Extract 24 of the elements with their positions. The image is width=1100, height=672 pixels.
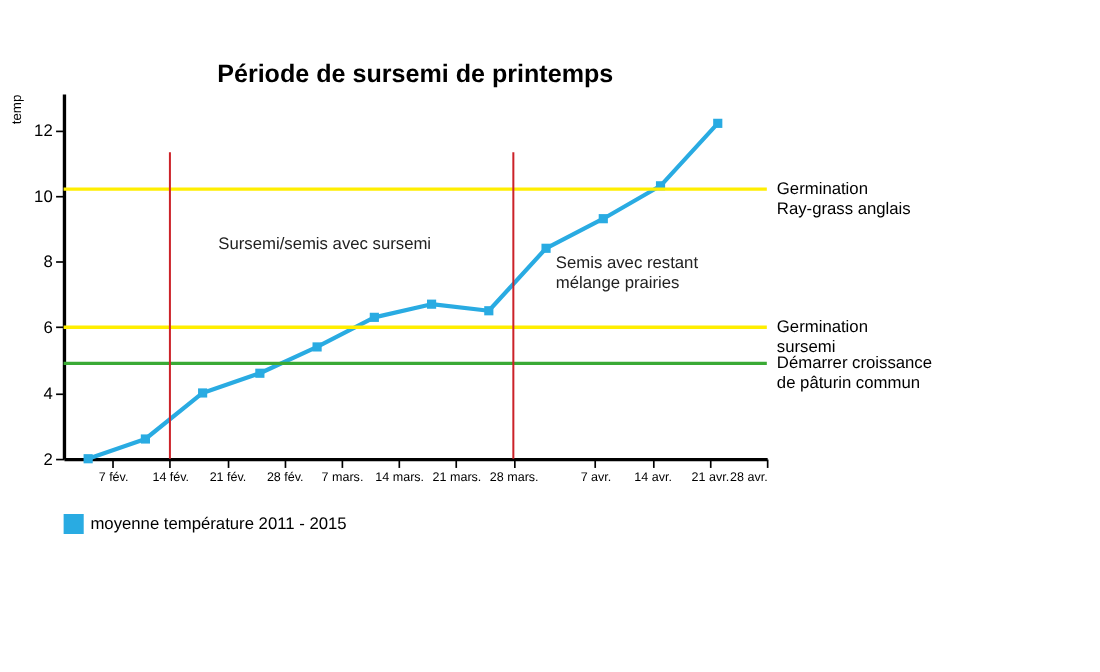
point bbox=[484, 306, 494, 316]
y-tick-label: 12 bbox=[34, 119, 54, 140]
annotation: Semis avec restant mélange prairies bbox=[555, 251, 700, 292]
y-tick-label: 10 bbox=[34, 185, 54, 206]
point bbox=[713, 118, 723, 128]
chart-title: Période de sursemi de printemps bbox=[217, 60, 614, 89]
y-tick-label: 4 bbox=[43, 382, 54, 403]
y-tick-label: 2 bbox=[43, 448, 54, 469]
legend-label: moyenne température 2011 - 2015 bbox=[90, 513, 348, 534]
point bbox=[312, 342, 322, 352]
y-tick-label: 6 bbox=[43, 317, 54, 338]
point bbox=[140, 434, 150, 444]
point bbox=[198, 388, 208, 398]
point bbox=[83, 454, 93, 464]
ref-line-label: Germination Ray-grass anglais bbox=[776, 178, 911, 219]
point bbox=[598, 214, 608, 224]
point bbox=[369, 312, 379, 322]
ref-line-label: Démarrer croissance de pâturin commun bbox=[776, 352, 933, 393]
point bbox=[426, 299, 437, 309]
y-tick-label: 8 bbox=[43, 251, 54, 272]
point bbox=[255, 368, 265, 378]
ref-line-label: Germination sursemi bbox=[776, 316, 869, 357]
annotation: Sursemi/semis avec sursemi bbox=[218, 233, 432, 254]
point bbox=[541, 243, 551, 253]
